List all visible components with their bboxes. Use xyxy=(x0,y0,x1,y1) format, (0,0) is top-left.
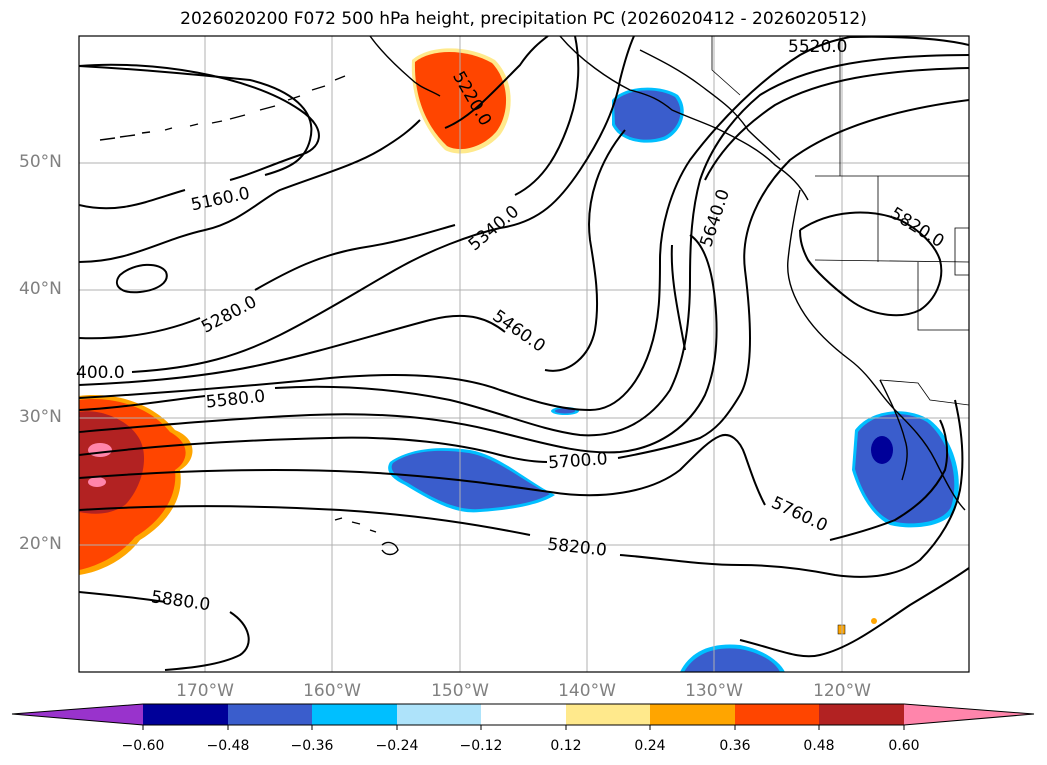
colorbar-segment-3 xyxy=(312,704,397,725)
lon-label-170w: 170°W xyxy=(176,681,234,701)
precip-positive-west-core xyxy=(79,411,145,514)
colorbar-segment-8 xyxy=(735,704,819,725)
colorbar-label-m012: −0.12 xyxy=(459,738,503,754)
map-title: 2026020200 F072 500 hPa height, precipit… xyxy=(180,9,867,29)
lat-label-50n: 50°N xyxy=(19,152,62,172)
colorbar-label-m024: −0.24 xyxy=(375,738,419,754)
colorbar-ticks xyxy=(142,725,905,730)
contour-5160 xyxy=(79,65,313,210)
contour-label-5400: 400.0 xyxy=(76,363,125,383)
colorbar-label-m048: −0.48 xyxy=(206,738,250,754)
height-contours xyxy=(79,36,969,671)
lon-label-120w: 120°W xyxy=(813,681,871,701)
graticule xyxy=(79,36,969,672)
colorbar-segment-6 xyxy=(566,704,650,725)
precip-positive-dot xyxy=(871,618,877,624)
map-plot-area xyxy=(79,36,969,672)
colorbar-label-p012: 0.12 xyxy=(550,738,582,754)
contour-5700 xyxy=(79,99,969,463)
colorbar-segment-2 xyxy=(228,704,312,725)
colorbar-label-p036: 0.36 xyxy=(719,738,751,754)
colorbar-segment-5 xyxy=(481,704,566,725)
colorbar-segment-4 xyxy=(397,704,481,725)
lon-label-140w: 140°W xyxy=(558,681,616,701)
colorbar-label-m060: −0.60 xyxy=(121,738,165,754)
lon-label-150w: 150°W xyxy=(431,681,489,701)
colorbar-label-p024: 0.24 xyxy=(634,738,666,754)
contour-5580 xyxy=(79,54,969,437)
contour-5460 xyxy=(79,129,626,386)
coast-baja xyxy=(879,379,908,481)
state-borders xyxy=(814,176,969,331)
contour-5640 xyxy=(79,67,969,454)
lat-label-20n: 20°N xyxy=(19,534,62,554)
border-us-mexico xyxy=(879,379,969,406)
lat-label-40n: 40°N xyxy=(19,279,62,299)
contour-loop-closed xyxy=(115,263,168,294)
colorbar-label-p060: 0.60 xyxy=(888,738,920,754)
hawaii-islands xyxy=(334,517,399,556)
lon-label-130w: 130°W xyxy=(685,681,743,701)
contour-5280 xyxy=(79,36,549,263)
colorbar-segment-10 xyxy=(904,704,1034,725)
colorbar-segment-0 xyxy=(12,704,143,725)
contour-5520 xyxy=(79,36,969,412)
coastlines xyxy=(99,36,966,556)
lat-label-30n: 30°N xyxy=(19,407,62,427)
precip-negative-bc-inner xyxy=(614,90,681,140)
map-frame xyxy=(78,35,970,673)
contour-5820-a xyxy=(79,211,964,578)
contour-5760 xyxy=(79,419,949,541)
lon-label-160w: 160°W xyxy=(303,681,361,701)
colorbar-label-m036: −0.36 xyxy=(290,738,334,754)
contour-label-5700: 5700.0 xyxy=(548,449,609,473)
contour-5400 xyxy=(131,36,635,373)
contour-5340 xyxy=(79,36,580,340)
political-borders xyxy=(711,36,969,406)
colorbar-label-p048: 0.48 xyxy=(803,738,835,754)
coast-alaska xyxy=(369,36,809,201)
precip-positive-west-peak-1 xyxy=(88,443,112,457)
contour-5880 xyxy=(79,567,969,671)
colorbar xyxy=(11,703,1035,730)
precip-negative-baja-core xyxy=(871,436,893,464)
precip-negative-subtropic-inner xyxy=(391,450,550,510)
coast-bc xyxy=(639,49,781,161)
colorbar-segment-9 xyxy=(819,704,904,725)
colorbar-segment-1 xyxy=(143,704,228,725)
contour-label-5520: 5520.0 xyxy=(788,37,847,57)
border-alaska-canada xyxy=(711,36,741,96)
precip-positive-west-peak-2 xyxy=(88,477,106,487)
coast-west-us xyxy=(787,189,966,511)
colorbar-segment-7 xyxy=(650,704,735,725)
